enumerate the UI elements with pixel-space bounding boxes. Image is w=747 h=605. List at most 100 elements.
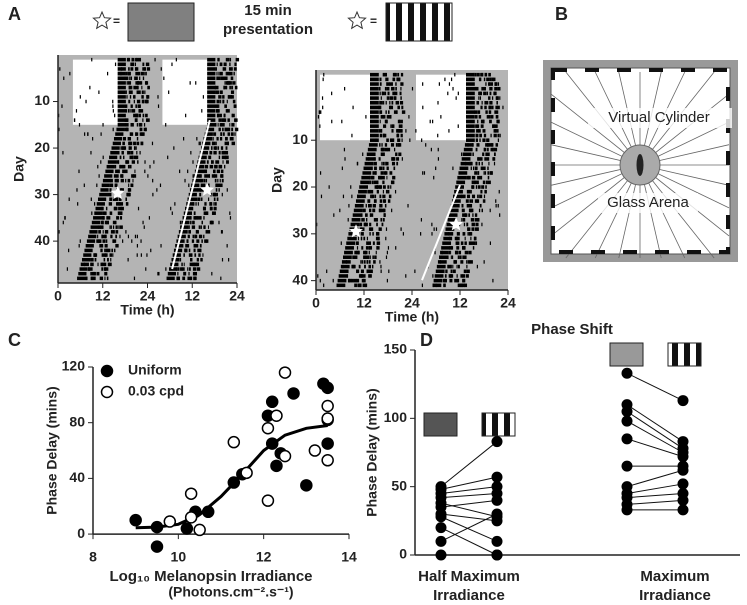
activity-band — [435, 269, 445, 274]
data-point — [677, 451, 689, 463]
activity-tick — [342, 194, 345, 199]
activity-tick — [210, 206, 213, 211]
activity-tick — [485, 152, 490, 157]
activity-tick — [489, 115, 491, 119]
activity-tick — [385, 255, 388, 259]
activity-tick — [389, 101, 391, 105]
activity-tick — [377, 189, 379, 194]
activity-tick — [361, 227, 365, 231]
activity-tick — [186, 230, 188, 234]
pair-line — [440, 513, 498, 542]
activity-tick — [390, 124, 392, 128]
activity-tick — [78, 169, 80, 174]
activity-tick — [331, 119, 333, 124]
activity-tick — [229, 216, 232, 220]
activity-tick — [466, 222, 469, 227]
activity-tick — [491, 77, 494, 82]
activity-band — [79, 267, 88, 271]
activity-tick — [58, 230, 60, 234]
activity-tick — [114, 62, 117, 67]
activity-tick — [150, 248, 152, 253]
activity-band — [207, 57, 216, 62]
activity-band — [368, 143, 378, 147]
activity-tick — [455, 96, 457, 100]
activity-tick — [91, 271, 94, 276]
activity-tick — [209, 164, 214, 169]
activity-tick — [124, 118, 126, 122]
label-bg — [588, 108, 732, 128]
activity-tick — [171, 211, 173, 215]
activity-band — [194, 169, 204, 174]
activity-tick — [229, 57, 232, 62]
pair-line — [440, 486, 498, 494]
activity-band — [370, 96, 379, 100]
activity-tick — [202, 95, 204, 99]
activity-tick — [357, 236, 360, 241]
activity-tick — [118, 202, 121, 206]
activity-band — [466, 91, 475, 96]
activity-tick — [462, 232, 465, 236]
activity-tick — [199, 141, 201, 146]
activity-tick — [460, 274, 464, 278]
activity-tick — [475, 147, 478, 152]
activity-tick — [351, 133, 353, 138]
activity-tick — [352, 255, 355, 259]
activity-tick — [344, 86, 346, 91]
activity-tick — [188, 248, 191, 253]
activity-tick — [391, 157, 395, 161]
activity-tick — [386, 115, 389, 119]
activity-tick — [486, 157, 490, 161]
activity-band — [117, 85, 126, 90]
activity-tick — [190, 150, 192, 155]
activity-tick — [192, 271, 196, 276]
activity-tick — [124, 76, 126, 81]
data-point — [677, 494, 689, 506]
activity-tick — [195, 216, 199, 220]
activity-tick — [188, 225, 190, 229]
activity-tick — [126, 81, 128, 85]
activity-tick — [193, 244, 196, 248]
activity-tick — [450, 250, 452, 255]
activity-tick — [401, 138, 403, 142]
data-point — [129, 513, 142, 527]
activity-tick — [319, 171, 322, 175]
activity-tick — [484, 72, 487, 77]
activity-band — [117, 62, 126, 67]
activity-tick — [226, 155, 229, 160]
activity-tick — [143, 123, 146, 127]
activity-tick — [193, 211, 196, 215]
activity-tick — [140, 141, 142, 146]
activity-tick — [198, 197, 201, 201]
activity-tick — [461, 218, 463, 222]
activity-band — [459, 166, 469, 171]
activity-tick — [488, 96, 491, 100]
fly — [636, 154, 644, 176]
activity-tick — [128, 90, 131, 94]
activity-band — [436, 264, 446, 269]
activity-tick — [79, 95, 81, 99]
activity-tick — [188, 230, 190, 234]
activity-tick — [133, 146, 135, 150]
activity-tick — [474, 227, 478, 231]
activity-tick — [58, 127, 60, 132]
activity-tick — [139, 127, 143, 132]
activity-tick — [186, 239, 189, 243]
activity-tick — [386, 82, 388, 86]
activity-tick — [320, 194, 323, 199]
activity-tick — [139, 150, 141, 155]
star-icon — [349, 224, 363, 238]
activity-tick — [143, 71, 145, 76]
activity-tick — [194, 253, 197, 257]
activity-band — [171, 257, 180, 262]
activity-tick — [219, 71, 223, 76]
activity-band — [370, 86, 379, 91]
activity-tick — [194, 271, 196, 276]
activity-band — [207, 113, 216, 118]
data-point — [621, 415, 633, 427]
activity-band — [338, 274, 348, 278]
activity-tick — [142, 99, 144, 104]
activity-tick — [140, 141, 144, 146]
activity-tick — [366, 255, 370, 259]
activity-tick — [385, 161, 387, 166]
activity-tick — [76, 188, 78, 192]
